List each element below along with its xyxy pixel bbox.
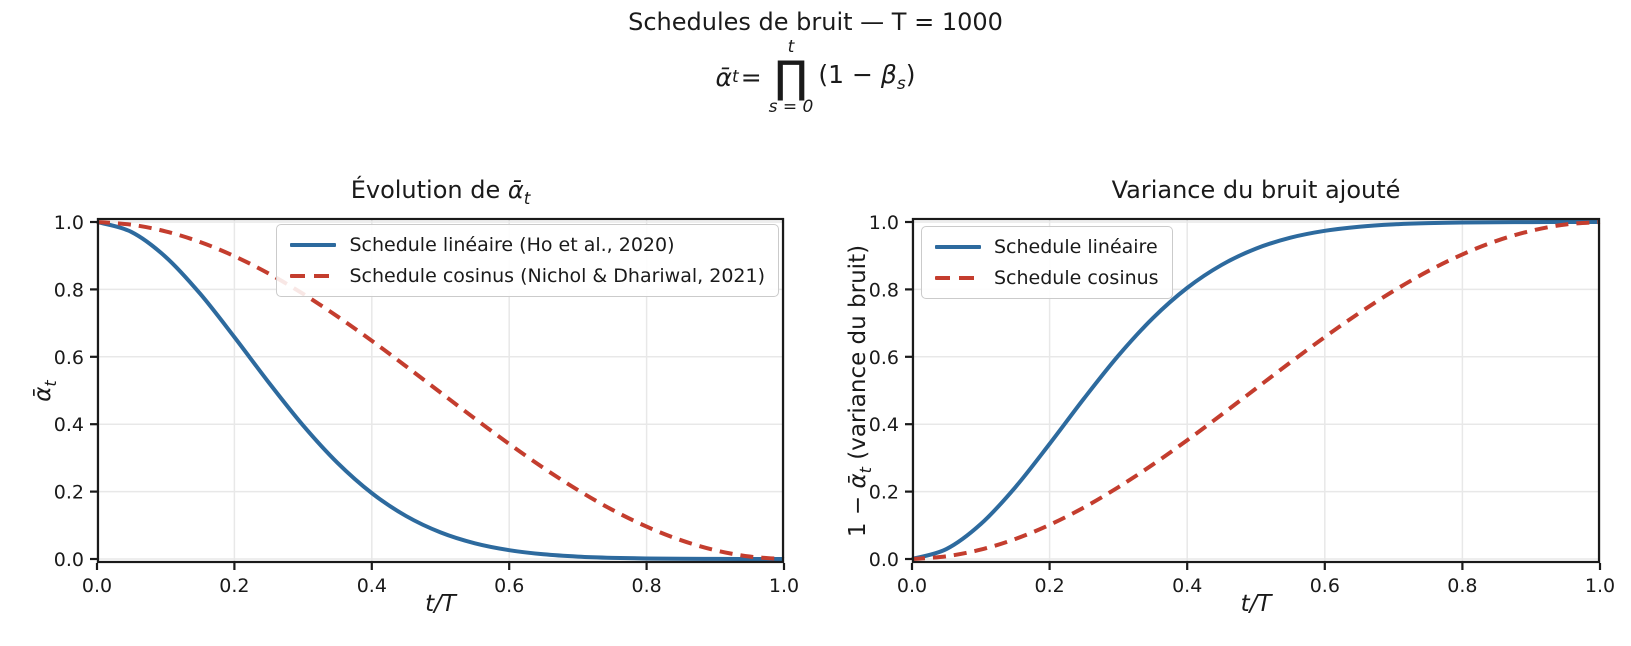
tick-label: 0.4 <box>54 414 84 436</box>
right-plot-xlabel: t/T <box>1240 591 1272 617</box>
right-plot-title: Variance du bruit ajouté <box>1111 176 1401 204</box>
tick-label: 0.6 <box>1310 575 1340 597</box>
tick-label: 0.2 <box>1034 575 1064 597</box>
series-curve <box>911 220 1601 561</box>
legend-label: Schedule cosinus <box>994 267 1159 289</box>
axes-frame <box>96 217 785 564</box>
tick-label: 0.6 <box>494 575 524 597</box>
product-lower-limit: s = 0 <box>768 97 814 118</box>
tick-label: 0.0 <box>82 575 112 597</box>
tick-label: 0.0 <box>897 575 927 597</box>
tick-label: 0.6 <box>54 347 84 369</box>
legend-label: Schedule linéaire (Ho et al., 2020) <box>349 234 675 256</box>
tick-label: 0.4 <box>357 575 387 597</box>
left-plot-xlabel: t/T <box>425 591 456 617</box>
tick-label: 1.0 <box>54 212 84 234</box>
product-upper-limit: t <box>787 37 795 57</box>
tick-label: 0.8 <box>631 575 661 597</box>
series-curve <box>96 220 785 561</box>
tick-label: 0.8 <box>1447 575 1477 597</box>
tick-label: 0.6 <box>869 347 899 369</box>
tick-label: 1.0 <box>869 212 899 234</box>
left-plot-ylabel: ᾱt <box>30 379 60 402</box>
formula-rhs: (1 − βs) <box>818 62 915 93</box>
left-plot-title: Évolution de ᾱt <box>350 176 531 208</box>
tick-label: 0.2 <box>869 482 899 504</box>
tick-label: 0.8 <box>54 279 84 301</box>
formula-alpha: ᾱ <box>715 63 733 93</box>
tick-label: 0.4 <box>1172 575 1202 597</box>
formula-alpha-sub: t <box>732 67 739 88</box>
tick-label: 0.0 <box>869 549 899 571</box>
right-plot: Variance du bruit ajouté 1 − ᾱt (varianc… <box>845 176 1615 617</box>
series-curve <box>96 220 785 561</box>
linear-line-sample <box>290 243 337 247</box>
right-plot-legend: Schedule linéaire Schedule cosinus <box>921 226 1173 299</box>
tick-label: 0.8 <box>869 279 899 301</box>
axes-frame <box>911 217 1601 564</box>
left-plot: Évolution de ᾱt ᾱt 0.0 0.2 0.4 0.6 0.8 1.0 0.0… <box>30 176 799 617</box>
legend-item-linear: Schedule linéaire (Ho et al., 2020) <box>290 234 765 256</box>
tick-label: 1.0 <box>1585 575 1615 597</box>
formula-beta: β <box>880 60 897 90</box>
left-plot-legend: Schedule linéaire (Ho et al., 2020) Sche… <box>276 224 779 297</box>
product-symbol-group: t ∏ s = 0 <box>769 38 814 117</box>
cosine-line-sample <box>935 276 981 280</box>
right-plot-ylabel: 1 − ᾱt (variance du bruit) <box>845 244 875 537</box>
legend-item-cosine: Schedule cosinus <box>935 267 1159 289</box>
tick-label: 0.2 <box>219 575 249 597</box>
tick-label: 0.2 <box>54 482 84 504</box>
formula-rhs-open: (1 − <box>818 60 881 90</box>
tick-label: 0.4 <box>869 414 899 436</box>
product-symbol: ∏ <box>774 51 808 103</box>
legend-label: Schedule cosinus (Nichol & Dhariwal, 202… <box>349 265 765 287</box>
legend-item-linear: Schedule linéaire <box>935 236 1159 258</box>
tick-label: 0.0 <box>54 549 84 571</box>
formula-equals: = <box>740 63 762 93</box>
formula-rhs-close: ) <box>905 60 916 90</box>
cosine-line-sample <box>290 274 337 278</box>
formula-beta-sub: s <box>896 74 906 95</box>
legend-item-cosine: Schedule cosinus (Nichol & Dhariwal, 202… <box>290 265 765 287</box>
series-curve <box>911 220 1601 561</box>
linear-line-sample <box>935 245 981 249</box>
figure-suptitle: Schedules de bruit — T = 1000 <box>628 8 1003 36</box>
tick-label: 1.0 <box>769 575 799 597</box>
right-plot-canvas: 0.0 0.2 0.4 0.6 0.8 1.0 0.0 0.2 0.4 0.6 0.8 1.0 <box>869 212 1615 597</box>
legend-label: Schedule linéaire <box>994 236 1158 258</box>
